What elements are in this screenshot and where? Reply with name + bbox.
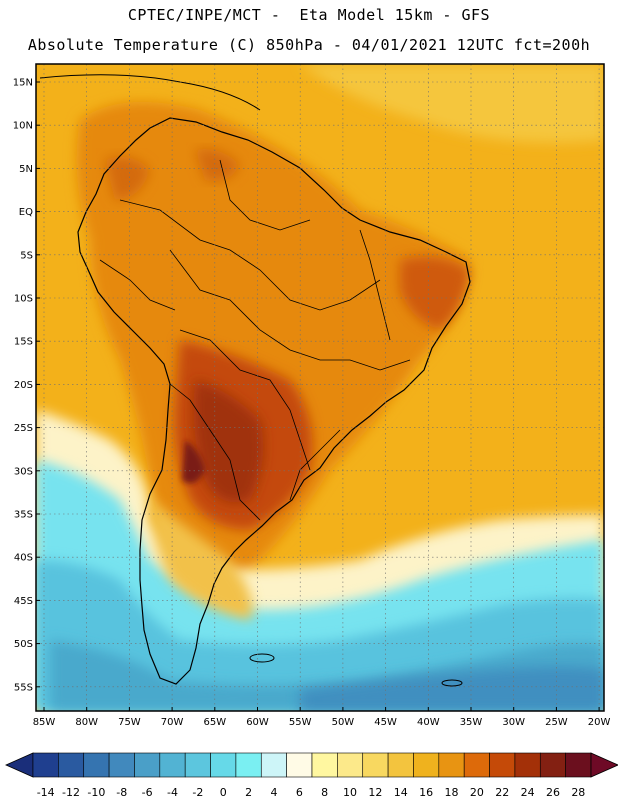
- colorbar-label: -4: [167, 786, 178, 799]
- colorbar-label: 4: [270, 786, 277, 799]
- lon-label: 30W: [502, 717, 525, 728]
- colorbar-label: -6: [142, 786, 153, 799]
- lat-label: 15S: [14, 337, 33, 348]
- colorbar-label: 2: [245, 786, 252, 799]
- colorbar-label: 28: [571, 786, 585, 799]
- colorbar-label: -14: [37, 786, 55, 799]
- chart-title-line-2: Absolute Temperature (C) 850hPa - 04/01/…: [27, 36, 591, 54]
- colorbar-swatch: [286, 752, 313, 778]
- colorbar-swatch: [387, 752, 414, 778]
- colorbar: -14 -12 -10 -8 -6 -4 -2 0 2 4 6 8 10 12 14 16 18 20 22 24 26…: [5, 752, 618, 799]
- south-america-coastline: [77, 117, 471, 685]
- colorbar-swatch: [311, 752, 338, 778]
- colorbar-swatch: [413, 752, 440, 778]
- map-frame: [35, 63, 605, 712]
- colorbar-swatch: [235, 752, 262, 778]
- colorbar-swatch: [362, 752, 389, 778]
- lat-label: 10N: [13, 121, 33, 132]
- lat-label: 15N: [13, 78, 33, 89]
- lon-label: 60W: [246, 717, 269, 728]
- colorbar-label: -8: [116, 786, 127, 799]
- temperature-field: [36, 64, 604, 711]
- lon-label: 40W: [417, 717, 440, 728]
- colorbar-label: 8: [321, 786, 328, 799]
- lon-label: 65W: [203, 717, 226, 728]
- colorbar-swatch: [565, 752, 592, 778]
- colorbar-swatch: [184, 752, 211, 778]
- colorbar-label: 16: [419, 786, 433, 799]
- country-borders: [99, 159, 411, 521]
- colorbar-label: -12: [62, 786, 80, 799]
- colorbar-swatch: [32, 752, 59, 778]
- lat-label: 10S: [14, 294, 33, 305]
- lat-label: 40S: [14, 553, 33, 564]
- lon-label: 45W: [374, 717, 397, 728]
- lon-label: 50W: [332, 717, 355, 728]
- colorbar-label: 12: [368, 786, 382, 799]
- colorbar-swatch: [463, 752, 490, 778]
- lon-label: 75W: [118, 717, 141, 728]
- colorbar-swatch: [83, 752, 110, 778]
- lat-lon-grid: [36, 64, 604, 711]
- colorbar-swatch: [438, 752, 465, 778]
- colorbar-label: 0: [220, 786, 227, 799]
- colorbar-label: 22: [495, 786, 509, 799]
- colorbar-label: 20: [470, 786, 484, 799]
- colorbar-swatch: [134, 752, 161, 778]
- lon-label: 25W: [545, 717, 568, 728]
- lat-label: 30S: [14, 466, 33, 477]
- colorbar-swatch: [108, 752, 135, 778]
- lat-label: 50S: [14, 639, 33, 650]
- colorbar-swatch: [58, 752, 85, 778]
- lat-label: 55S: [14, 682, 33, 693]
- colorbar-label: 24: [521, 786, 535, 799]
- lon-label: 55W: [289, 717, 312, 728]
- colorbar-swatch: [489, 752, 516, 778]
- lon-label: 35W: [460, 717, 483, 728]
- colorbar-over-arrow: [590, 752, 618, 778]
- lat-label: 25S: [14, 423, 33, 434]
- lat-label: 20S: [14, 380, 33, 391]
- colorbar-swatch: [514, 752, 541, 778]
- lat-label: 35S: [14, 510, 33, 521]
- colorbar-under-arrow: [5, 752, 34, 778]
- south-georgia-island: [441, 679, 463, 687]
- lon-label: 80W: [75, 717, 98, 728]
- lon-label: 85W: [33, 717, 56, 728]
- colorbar-swatch: [539, 752, 566, 778]
- lat-label: 45S: [14, 596, 33, 607]
- colorbar-label: 26: [546, 786, 560, 799]
- chart-title-line-1: CPTEC/INPE/MCT - Eta Model 15km - GFS: [127, 6, 491, 24]
- lat-label: 5N: [19, 164, 33, 175]
- lon-label: 70W: [161, 717, 184, 728]
- colorbar-label: 14: [394, 786, 408, 799]
- lon-label: 20W: [588, 717, 611, 728]
- colorbar-label: 10: [343, 786, 357, 799]
- longitude-labels: 85W 80W 75W 70W 65W 60W 55W 50W 45W 40W 35W 30W 25W 2…: [33, 707, 611, 728]
- latitude-labels: 15N 10N 5N EQ 5S 10S 15S 20S 25S 30S 35S 40S 45S 50S 5…: [13, 78, 40, 693]
- caribbean-coastline: [39, 74, 261, 111]
- colorbar-swatch: [159, 752, 186, 778]
- lat-label: 5S: [20, 250, 33, 261]
- colorbar-swatch: [260, 752, 287, 778]
- colorbar-label: -10: [87, 786, 105, 799]
- colorbar-swatch: [337, 752, 364, 778]
- lat-label: EQ: [19, 207, 33, 218]
- colorbar-label: -2: [192, 786, 203, 799]
- falkland-islands: [249, 653, 275, 663]
- colorbar-label: 18: [445, 786, 459, 799]
- colorbar-label: 6: [296, 786, 303, 799]
- colorbar-swatch: [210, 752, 237, 778]
